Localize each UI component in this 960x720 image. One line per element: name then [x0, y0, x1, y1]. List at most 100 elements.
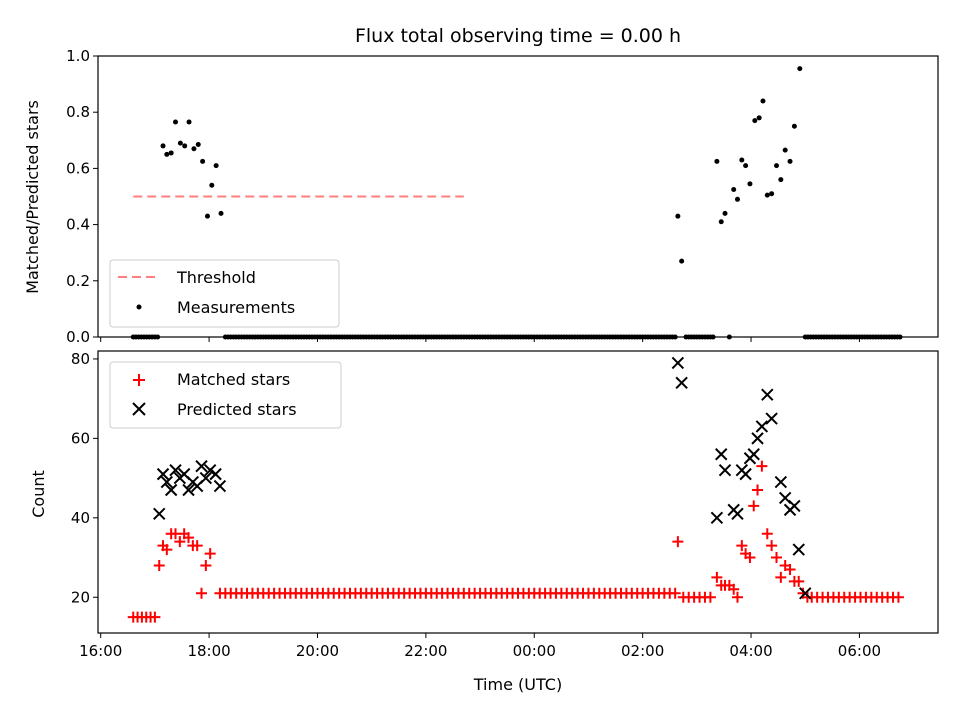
matched-stars-point: [736, 540, 748, 552]
measurement-point: [177, 140, 183, 146]
matched-stars-point: [191, 540, 203, 552]
predicted-stars-point: [774, 475, 788, 489]
xtick-label: 00:00: [513, 642, 556, 660]
predicted-stars-point: [203, 463, 217, 477]
top-ytick-label: 1.0: [66, 47, 90, 65]
top-ytick-label: 0.0: [66, 328, 90, 346]
predicted-stars-point: [755, 420, 769, 433]
matched-stars-point: [752, 484, 764, 496]
matched-stars-point: [672, 536, 684, 548]
measurement-point: [186, 119, 192, 125]
bottom-legend-box: [109, 361, 342, 429]
predicted-stars-point: [761, 388, 774, 401]
predicted-stars-point: [788, 499, 801, 513]
predicted-stars-point: [675, 376, 688, 389]
matched-stars-point: [704, 591, 716, 603]
measurement-point: [778, 177, 784, 183]
measurement-point: [204, 213, 210, 219]
matched-stars-point: [669, 587, 681, 599]
measurement-point: [675, 213, 681, 219]
predicted-stars-point: [164, 483, 178, 497]
bottom-points: [127, 356, 904, 623]
predicted-stars-point: [715, 448, 728, 461]
matched-stars-point: [711, 571, 723, 583]
x-axis-label: Time (UTC): [473, 675, 562, 694]
measurement-point: [787, 158, 793, 164]
top-ytick-label: 0.2: [66, 272, 90, 290]
top-yticks: 0.0 0.2 0.4 0.6 0.8 1.0: [66, 47, 98, 346]
measurement-point: [756, 115, 762, 121]
predicted-stars-point: [199, 471, 213, 485]
matched-stars-point: [728, 583, 740, 595]
xtick-label: 18:00: [187, 642, 230, 660]
legend-matched-label: Matched stars: [177, 370, 290, 389]
matched-stars-point: [748, 500, 760, 512]
bottom-ytick-label: 20: [71, 588, 90, 606]
predicted-stars-point: [156, 467, 170, 481]
xtick-label: 02:00: [621, 642, 664, 660]
matched-stars-point: [766, 540, 778, 552]
predicted-stars-point: [799, 587, 812, 600]
top-y-axis-label: Matched/Predicted stars: [23, 100, 42, 294]
chart-title: Flux total observing time = 0.00 h: [355, 25, 681, 47]
bottom-ytick-label: 40: [71, 509, 90, 527]
predicted-stars-point: [182, 483, 195, 497]
top-ytick-label: 0.6: [66, 159, 90, 177]
measurement-point: [213, 163, 219, 169]
measurement-point: [718, 219, 724, 225]
measurement-point: [182, 143, 188, 149]
measurement-point: [200, 158, 206, 164]
bottom-legend: Matched stars Predicted stars: [109, 361, 342, 429]
matched-stars-point: [761, 528, 773, 540]
matched-stars-point: [174, 536, 186, 548]
measurement-point: [752, 118, 758, 124]
bottom-yticks: 20 40 60 80: [71, 350, 98, 606]
predicted-stars-point: [213, 479, 227, 493]
measurement-point: [679, 258, 685, 264]
bottom-xticks: 16:00 18:00 20:00 22:00 00:00 02:00 04:00 06:00: [79, 633, 881, 660]
measurement-point: [734, 196, 740, 202]
top-axes-frame: [97, 55, 939, 338]
matched-stars-point: [183, 532, 195, 544]
bottom-panel: 20 40 60 80 16:00 18:00 20:00 22:00 00:00 02:00 0…: [29, 350, 939, 694]
matched-stars-point: [744, 552, 756, 564]
top-panel: 0.0 0.2 0.4 0.6 0.8 1.0 Matched/Predicted sta…: [23, 47, 939, 346]
xtick-label: 06:00: [838, 642, 881, 660]
measurement-point: [769, 191, 775, 197]
predicted-stars-point: [153, 507, 166, 521]
bottom-axes-frame: [97, 350, 939, 634]
matched-stars-point: [731, 591, 743, 603]
matched-stars-point: [200, 559, 212, 571]
predicted-stars-point: [195, 459, 208, 473]
predicted-stars-point: [160, 475, 174, 489]
measurement-point: [739, 157, 745, 163]
predicted-stars-point: [718, 463, 732, 477]
matched-stars-point: [149, 611, 161, 623]
measurement-point: [760, 98, 766, 104]
predicted-stars-point: [209, 467, 222, 481]
measurement-point: [168, 150, 174, 156]
predicted-stars-point: [731, 507, 744, 521]
bottom-ytick-label: 60: [71, 429, 90, 447]
top-legend: Threshold Measurements: [109, 259, 340, 328]
measurement-point: [160, 143, 166, 149]
matched-stars-point: [196, 587, 208, 599]
predicted-stars-point: [751, 432, 764, 445]
xtick-label: 16:00: [79, 642, 122, 660]
predicted-stars-point: [765, 412, 778, 425]
matched-stars-point: [756, 460, 768, 472]
measurement-point: [218, 210, 224, 216]
matched-stars-point: [775, 571, 787, 583]
measurement-point: [731, 186, 737, 192]
xtick-label: 22:00: [404, 642, 447, 660]
top-ytick-label: 0.4: [66, 216, 90, 234]
top-ytick-label: 0.8: [66, 103, 90, 121]
measurement-point: [797, 66, 803, 72]
measurement-point: [764, 192, 770, 198]
bottom-ytick-label: 80: [71, 350, 90, 368]
xtick-label: 20:00: [296, 642, 339, 660]
measurement-point: [782, 147, 788, 153]
matched-stars-point: [793, 575, 805, 587]
matched-stars-point: [153, 559, 165, 571]
